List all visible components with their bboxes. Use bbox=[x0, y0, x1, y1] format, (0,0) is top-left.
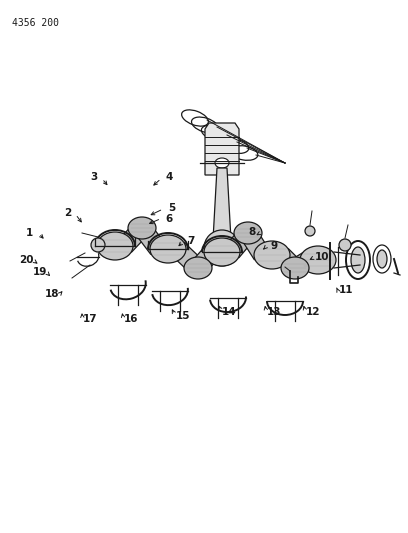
Ellipse shape bbox=[351, 247, 365, 273]
Text: 11: 11 bbox=[339, 286, 353, 295]
Ellipse shape bbox=[377, 250, 387, 268]
Text: 6: 6 bbox=[166, 214, 173, 223]
Text: 1: 1 bbox=[26, 229, 33, 238]
Ellipse shape bbox=[281, 257, 309, 279]
Text: 2: 2 bbox=[64, 208, 71, 218]
Polygon shape bbox=[290, 252, 313, 276]
Text: 4: 4 bbox=[166, 172, 173, 182]
Text: 9: 9 bbox=[271, 241, 278, 251]
Text: 17: 17 bbox=[83, 314, 98, 324]
Polygon shape bbox=[225, 227, 255, 258]
Polygon shape bbox=[118, 222, 149, 252]
Text: 13: 13 bbox=[267, 307, 282, 317]
Text: 4356 200: 4356 200 bbox=[12, 18, 59, 28]
Text: 7: 7 bbox=[187, 236, 195, 246]
Circle shape bbox=[91, 238, 105, 252]
Polygon shape bbox=[135, 223, 165, 254]
Polygon shape bbox=[205, 123, 239, 175]
Ellipse shape bbox=[184, 257, 212, 279]
Ellipse shape bbox=[234, 222, 262, 244]
Text: 8: 8 bbox=[248, 227, 256, 237]
Text: 15: 15 bbox=[175, 311, 190, 320]
Polygon shape bbox=[191, 246, 219, 274]
Text: 5: 5 bbox=[168, 203, 175, 213]
Circle shape bbox=[204, 230, 240, 266]
Ellipse shape bbox=[150, 235, 186, 263]
Ellipse shape bbox=[97, 232, 133, 260]
Text: 18: 18 bbox=[45, 289, 60, 299]
Text: 14: 14 bbox=[222, 307, 237, 317]
Circle shape bbox=[339, 239, 351, 251]
Ellipse shape bbox=[204, 238, 240, 266]
Text: 20: 20 bbox=[19, 255, 34, 265]
Polygon shape bbox=[240, 228, 270, 260]
Text: 10: 10 bbox=[315, 252, 330, 262]
Circle shape bbox=[305, 226, 315, 236]
Text: 12: 12 bbox=[306, 307, 321, 317]
Text: 19: 19 bbox=[33, 267, 47, 277]
Ellipse shape bbox=[128, 217, 156, 239]
Ellipse shape bbox=[300, 246, 336, 274]
Text: 3: 3 bbox=[90, 172, 98, 182]
Polygon shape bbox=[276, 248, 302, 274]
Text: 16: 16 bbox=[124, 314, 139, 324]
Polygon shape bbox=[213, 168, 231, 240]
Polygon shape bbox=[172, 243, 204, 274]
Ellipse shape bbox=[215, 158, 229, 168]
Ellipse shape bbox=[254, 241, 290, 269]
